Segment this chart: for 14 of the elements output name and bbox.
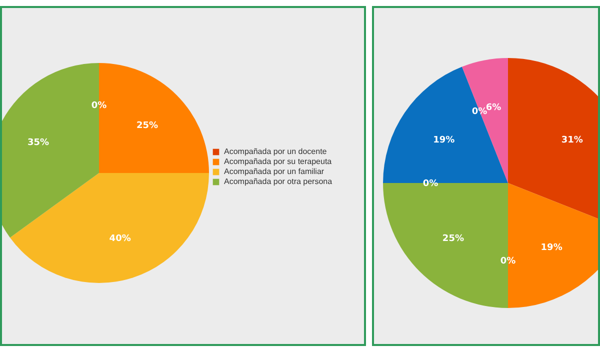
data-label: 6% [486,102,502,113]
data-label: 40% [109,234,131,244]
data-label: 19% [433,135,455,146]
legend-label: Acompañada por un familiar [224,167,324,176]
legend-label: Acompañada por su terapeuta [224,157,332,166]
data-label: 25% [442,234,464,244]
data-label: 31% [561,135,583,146]
data-label: 19% [540,243,562,254]
text: 0% [500,256,516,266]
data-label: 25% [136,120,158,131]
text: 0% [91,100,107,111]
data-label: 35% [27,138,50,148]
legend-label: Acompañada por un docente [224,147,328,156]
legend-label: Acompañada por otra persona [224,177,333,186]
